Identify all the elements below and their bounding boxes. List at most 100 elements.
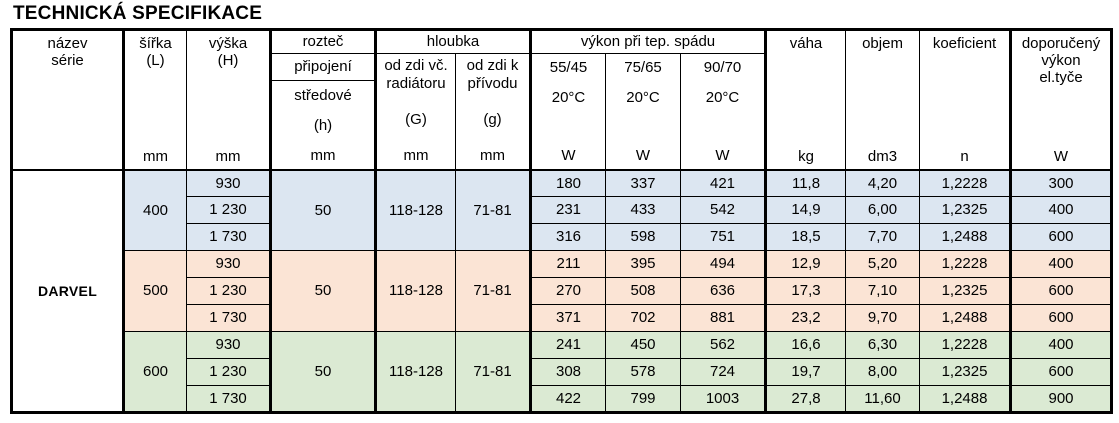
- vykon-55-cell: 270: [530, 277, 607, 305]
- koeficient-cell: 1,2325: [919, 358, 1013, 386]
- height-cell: 1 230: [186, 196, 272, 224]
- vaha-cell: 23,2: [765, 304, 847, 332]
- unit-label: mm: [215, 147, 241, 165]
- unit-label: kg: [798, 147, 814, 165]
- objem-cell: 4,20: [845, 168, 921, 197]
- vykon-90-cell: 542: [680, 196, 768, 224]
- vykon-75-cell: 450: [605, 331, 682, 359]
- vykon-90-cell: 881: [680, 304, 768, 332]
- header-label: středové: [294, 87, 352, 105]
- vaha-cell: 27,8: [765, 385, 847, 413]
- hloubka-g-small-cell: 71-81: [454, 250, 533, 332]
- unit-label: mm: [310, 147, 336, 164]
- header-label: výkon: [1041, 52, 1081, 69]
- hloubka-g-cell: 118-128: [375, 168, 456, 251]
- koeficient-cell: 1,2325: [919, 277, 1013, 305]
- unit-label: mm: [143, 147, 168, 165]
- header-label: doporučený: [1021, 34, 1101, 52]
- vykon-75-cell: 799: [605, 385, 682, 413]
- width-cell: 500: [123, 250, 187, 332]
- height-cell: 1 730: [186, 223, 272, 251]
- doporuceny-vykon-cell: 600: [1010, 277, 1113, 305]
- header-doporuceny: doporučený výkon el.tyče W: [1010, 29, 1113, 170]
- unit-label: n: [960, 147, 969, 165]
- vykon-55-cell: 211: [530, 250, 607, 278]
- hloubka-g-small-cell: 71-81: [454, 331, 533, 413]
- header-label: 75/65: [624, 59, 662, 77]
- unit-label: mm: [403, 147, 429, 164]
- koeficient-cell: 1,2488: [919, 223, 1013, 251]
- objem-cell: 9,70: [845, 304, 921, 332]
- vykon-90-cell: 724: [680, 358, 768, 386]
- vykon-55-cell: 231: [530, 196, 607, 224]
- vykon-75-cell: 395: [605, 250, 682, 278]
- vaha-cell: 17,3: [765, 277, 847, 305]
- header-row-3: středové (h) mm: [12, 80, 1112, 170]
- header-label: název: [47, 34, 88, 52]
- vykon-55-cell: 422: [530, 385, 607, 413]
- spec-table: název série šířka (L) mm: [10, 28, 1114, 414]
- header-hloubka: hloubka: [374, 29, 533, 54]
- hloubka-g-cell: 118-128: [375, 250, 456, 332]
- vykon-75-cell: 508: [605, 277, 682, 305]
- unit-label: W: [715, 147, 730, 164]
- koeficient-cell: 1,2488: [919, 385, 1013, 413]
- hloubka-g-cell: 118-128: [375, 331, 456, 413]
- vykon-90-cell: 636: [680, 277, 768, 305]
- doporuceny-vykon-cell: 600: [1010, 304, 1113, 332]
- header-label: od zdi k: [466, 57, 519, 75]
- vykon-90-cell: 421: [680, 168, 768, 197]
- header-vykon-75: 75/65 20°C W: [605, 53, 682, 170]
- series-name-cell: DARVEL: [11, 168, 125, 413]
- unit-label: mm: [480, 147, 505, 164]
- doporuceny-vykon-cell: 600: [1010, 223, 1113, 251]
- doporuceny-vykon-cell: 600: [1010, 358, 1113, 386]
- table-row: 1 730 316 598 751 18,5 7,70 1,2488 600: [12, 223, 1113, 251]
- roztec-cell: 50: [270, 331, 377, 413]
- header-label: (G): [405, 110, 427, 128]
- doporuceny-vykon-cell: 300: [1010, 168, 1113, 197]
- width-cell: 400: [123, 168, 187, 251]
- doporuceny-vykon-cell: 400: [1010, 331, 1113, 359]
- vykon-90-cell: 751: [680, 223, 768, 251]
- vaha-cell: 14,9: [765, 196, 847, 224]
- unit-label: dm3: [867, 147, 898, 165]
- vaha-cell: 19,7: [765, 358, 847, 386]
- header-roztec: rozteč: [270, 29, 377, 54]
- header-label: (L): [146, 52, 165, 69]
- header-label: 55/45: [549, 59, 588, 77]
- vykon-55-cell: 371: [530, 304, 607, 332]
- header-row-2: připojení od zdi vč. radiátoru (G) mm: [12, 53, 1112, 170]
- table-row: 1 730 422 799 1003 27,8 11,60 1,2488 900: [12, 385, 1113, 413]
- vykon-55-cell: 241: [530, 331, 607, 359]
- header-hloubka-g: od zdi vč. radiátoru (G) mm: [375, 53, 456, 170]
- roztec-cell: 50: [270, 250, 377, 332]
- header-vaha: váha kg: [765, 29, 847, 170]
- table-row: 1 230 308 578 724 19,7 8,00 1,2325 600: [12, 358, 1113, 386]
- header-nazev-serie: název série: [11, 29, 125, 170]
- header-koeficient: koeficient n: [919, 29, 1013, 170]
- koeficient-cell: 1,2228: [919, 168, 1013, 197]
- height-cell: 1 230: [186, 277, 272, 305]
- header-label: výška: [208, 34, 248, 52]
- header-label: 20°C: [705, 88, 740, 106]
- vykon-55-cell: 316: [530, 223, 607, 251]
- doporuceny-vykon-cell: 400: [1010, 196, 1113, 224]
- vykon-55-cell: 180: [530, 168, 607, 197]
- header-label: (g): [483, 110, 502, 128]
- header-label: 90/70: [703, 59, 742, 77]
- objem-cell: 6,30: [845, 331, 921, 359]
- vykon-90-cell: 1003: [680, 385, 768, 413]
- header-vykon-90: 90/70 20°C W: [680, 53, 768, 170]
- objem-cell: 7,10: [845, 277, 921, 305]
- vykon-90-cell: 562: [680, 331, 768, 359]
- vykon-75-cell: 578: [605, 358, 682, 386]
- header-label: od zdi vč.: [384, 57, 448, 75]
- vykon-75-cell: 337: [605, 168, 682, 197]
- vykon-75-cell: 702: [605, 304, 682, 332]
- vaha-cell: 11,8: [765, 168, 847, 197]
- header-label: série: [51, 52, 84, 69]
- header-vyska: výška (H) mm: [186, 29, 272, 170]
- header-label: koeficient: [932, 34, 997, 52]
